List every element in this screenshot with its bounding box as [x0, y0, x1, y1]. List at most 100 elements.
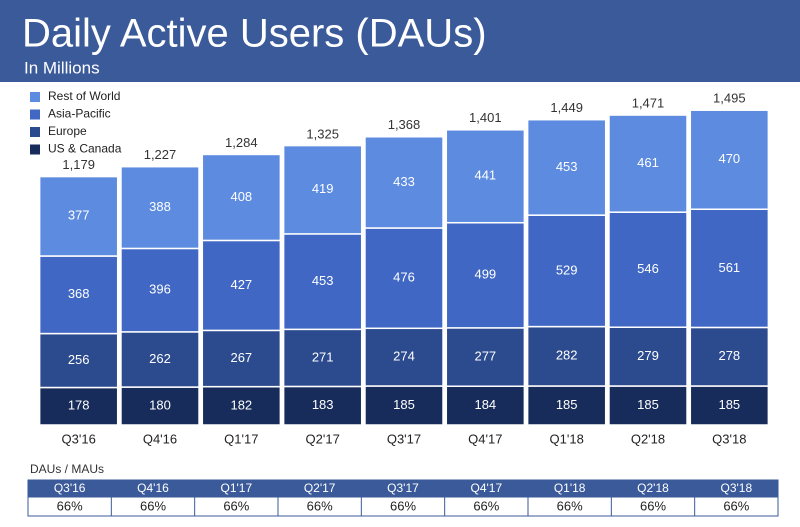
x-tick-label: Q1'18	[550, 431, 584, 446]
bar-segment	[282, 385, 363, 426]
table-header-cell: Q3'17	[387, 481, 419, 495]
total-label: 1,227	[144, 147, 177, 162]
data-label: 396	[149, 282, 171, 297]
total-label: 1,284	[225, 135, 258, 150]
legend-swatch	[30, 92, 40, 102]
bar-segment	[445, 129, 526, 224]
data-label: 277	[474, 348, 496, 363]
bar-segment	[608, 385, 688, 426]
bar-segment	[38, 255, 119, 335]
data-label: 274	[393, 349, 415, 364]
data-label: 453	[312, 273, 334, 288]
x-tick-label: Q2'17	[306, 431, 340, 446]
table-cell: 66%	[57, 498, 83, 513]
table-cell: 66%	[473, 498, 499, 513]
data-label: 470	[718, 151, 740, 166]
total-label: 1,179	[62, 157, 95, 172]
table-cell: 66%	[557, 498, 583, 513]
chart-subtitle: In Millions	[24, 58, 100, 77]
data-label: 279	[637, 348, 659, 363]
x-tick-label: Q3'18	[712, 431, 746, 446]
data-label: 453	[556, 159, 578, 174]
bar-segment	[689, 326, 770, 387]
bar-segment	[282, 144, 363, 235]
bar-segment	[689, 109, 770, 210]
legend-swatch	[30, 127, 40, 137]
data-label: 388	[149, 199, 171, 214]
bar-segment	[364, 385, 444, 426]
data-label: 561	[718, 260, 740, 275]
legend-label: US & Canada	[48, 142, 122, 156]
bar-segment	[526, 118, 607, 216]
legend-label: Europe	[48, 124, 87, 138]
table-header-cell: Q4'16	[137, 481, 169, 495]
legend-swatch	[30, 144, 40, 155]
data-label: 185	[556, 397, 578, 412]
bar-segment	[282, 233, 363, 331]
legend-label: Rest of World	[48, 89, 120, 103]
bar-segment	[38, 175, 119, 257]
bar-segment	[120, 247, 200, 333]
x-tick-label: Q3'17	[387, 431, 421, 446]
table-row-bg	[27, 496, 779, 517]
data-label: 433	[393, 174, 415, 189]
data-label: 476	[393, 270, 415, 285]
data-label: 499	[474, 267, 496, 282]
x-tick-label: Q4'17	[468, 431, 502, 446]
table-title: DAUs / MAUs	[30, 462, 104, 476]
data-label: 282	[556, 348, 578, 363]
bar-segment	[201, 153, 282, 242]
x-tick-label: Q3'16	[62, 431, 96, 446]
data-label: 427	[230, 277, 252, 292]
bar-segment	[526, 325, 607, 387]
data-label: 180	[149, 397, 171, 412]
data-label: 182	[230, 397, 252, 412]
bar-segment	[364, 136, 444, 229]
table-header-cell: Q2'17	[304, 481, 336, 495]
data-label: 377	[68, 208, 90, 223]
table-header-cell: Q4'17	[471, 481, 503, 495]
data-label: 185	[393, 397, 415, 412]
data-label: 178	[68, 398, 90, 413]
x-tick-label: Q4'16	[143, 431, 177, 446]
total-label: 1,449	[550, 100, 583, 115]
bar-segment	[608, 114, 688, 213]
total-label: 1,401	[469, 110, 502, 125]
chart-title: Daily Active Users (DAUs)	[22, 12, 487, 56]
x-tick-label: Q1'17	[224, 431, 258, 446]
bar-segment	[201, 385, 282, 426]
total-label: 1,368	[388, 117, 421, 132]
bar-segment	[120, 165, 200, 250]
header-band	[0, 0, 800, 82]
total-label: 1,495	[713, 90, 746, 105]
table-cell: 66%	[140, 498, 166, 513]
bar-segment	[689, 385, 770, 426]
table-cell: 66%	[307, 498, 333, 513]
bar-segment	[364, 327, 444, 387]
total-label: 1,471	[632, 95, 665, 110]
table-header-cell: Q3'18	[721, 481, 753, 495]
bar-segment	[608, 211, 688, 328]
data-label: 419	[312, 181, 334, 196]
legend-swatch	[30, 109, 40, 120]
table-header-cell: Q2'18	[637, 481, 669, 495]
bar-segment	[120, 331, 200, 388]
x-tick-label: Q2'18	[631, 431, 665, 446]
data-label: 461	[637, 155, 659, 170]
table-header-cell: Q3'16	[54, 481, 86, 495]
data-label: 183	[312, 397, 334, 412]
table-header-cell: Q1'18	[554, 481, 586, 495]
table-cell: 66%	[223, 498, 249, 513]
data-label: 408	[230, 189, 252, 204]
table-cell: 66%	[723, 498, 749, 513]
total-label: 1,325	[306, 126, 339, 141]
table-header-cell: Q1'17	[221, 481, 253, 495]
table-cell: 66%	[390, 498, 416, 513]
data-label: 267	[230, 350, 252, 365]
data-label: 185	[637, 397, 659, 412]
bar-segment	[445, 327, 526, 387]
bar-segment	[201, 239, 282, 332]
data-label: 529	[556, 262, 578, 277]
